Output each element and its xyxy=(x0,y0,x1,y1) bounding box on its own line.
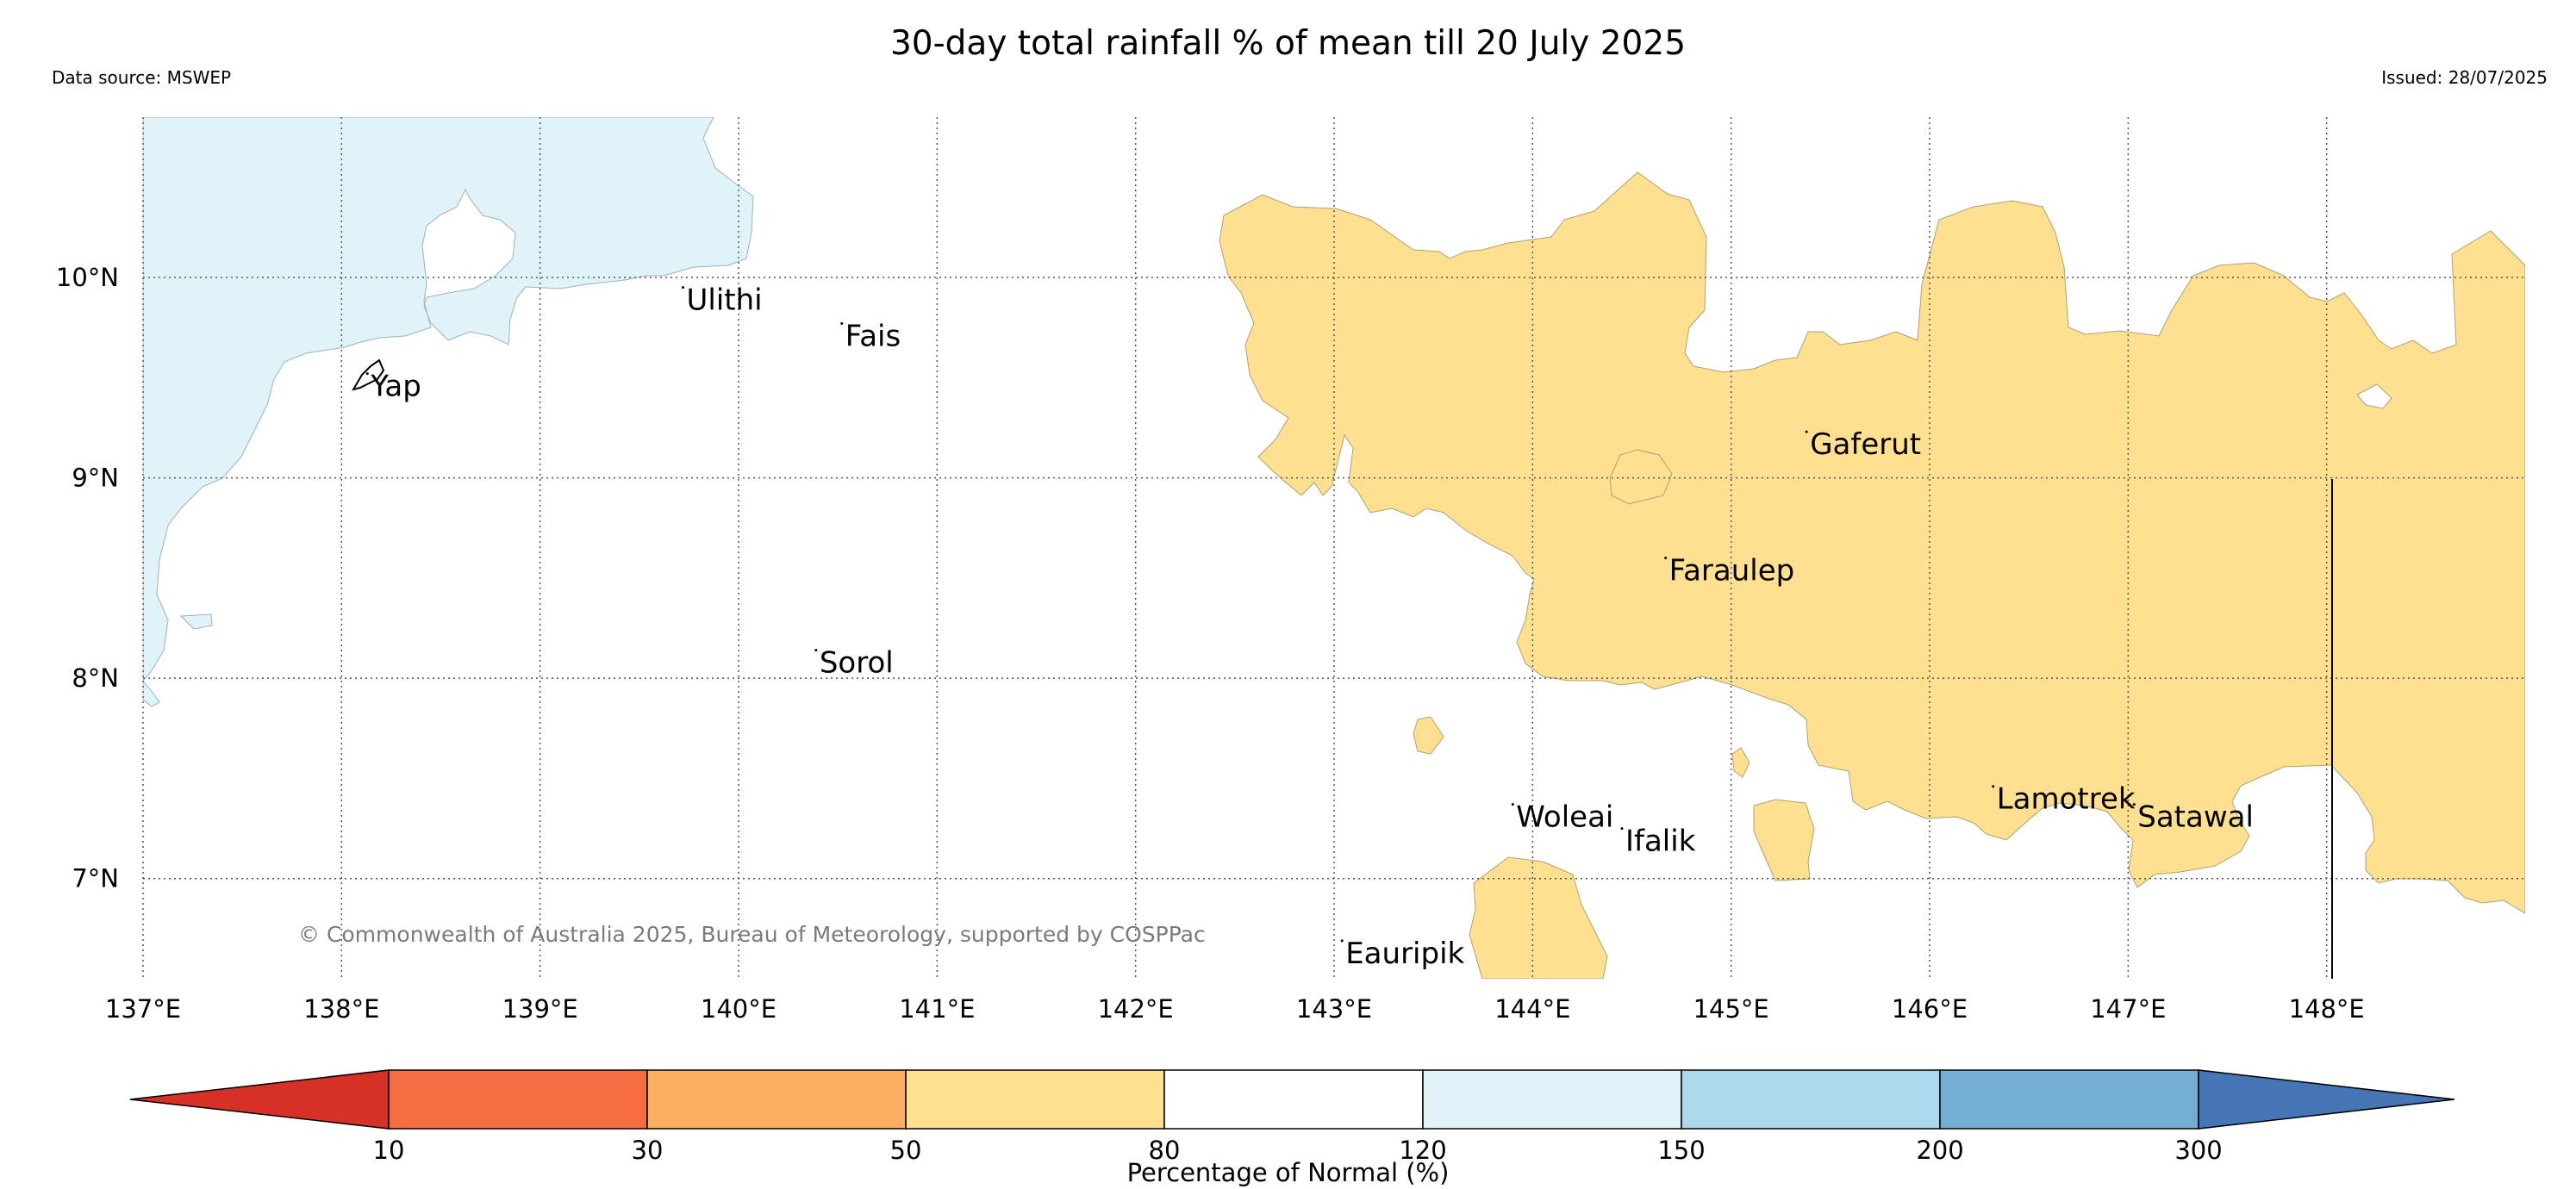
lon-tick-label: 140°E xyxy=(701,994,777,1024)
place-label: Faraulep xyxy=(1669,554,1795,588)
place-label: Ifalik xyxy=(1625,825,1696,859)
place-marker xyxy=(1620,827,1624,831)
place-label: Woleai xyxy=(1516,800,1613,835)
below-normal-patch xyxy=(1413,716,1444,755)
place-marker xyxy=(1511,803,1514,806)
colorbar-tick-label: 120 xyxy=(1399,1136,1446,1165)
place-marker xyxy=(814,649,818,652)
lat-tick-label: 10°N xyxy=(56,263,119,292)
below-normal-patch xyxy=(2356,383,2392,409)
above-normal-patch xyxy=(179,613,213,630)
colorbar-tick-label: 30 xyxy=(632,1136,664,1165)
colorbar-tick-label: 150 xyxy=(1657,1136,1705,1165)
colorbar-tick-label: 200 xyxy=(1916,1136,1963,1165)
lon-tick-label: 141°E xyxy=(899,994,975,1024)
copyright-notice: © Commonwealth of Australia 2025, Bureau… xyxy=(298,922,1206,947)
lon-tick-label: 144°E xyxy=(1494,994,1570,1024)
lat-tick-label: 9°N xyxy=(72,464,119,493)
colorbar-segment xyxy=(388,1069,648,1130)
above-normal-region xyxy=(143,117,754,682)
place-labels: Ulithi Fais Yap Gaferut Faraulep Sorol Woleai I… xyxy=(365,283,2254,971)
lon-tick-label: 143°E xyxy=(1296,994,1372,1024)
axis-labels: 137°E 138°E 139°E 140°E 141°E 142°E 143°E 144°E… xyxy=(56,263,2365,1024)
colorbar-segment xyxy=(1422,1069,1682,1130)
place-marker xyxy=(1664,557,1668,560)
colorbar-segment xyxy=(646,1069,907,1130)
below-normal-patch xyxy=(1469,856,1608,979)
above-normal-patch xyxy=(143,680,160,707)
colorbar-segment xyxy=(1681,1069,1941,1130)
colorbar-segment xyxy=(1939,1069,2199,1130)
lon-tick-label: 148°E xyxy=(2289,994,2365,1024)
place-label: Sorol xyxy=(820,646,894,681)
lon-tick-label: 137°E xyxy=(105,994,181,1024)
lon-tick-label: 139°E xyxy=(502,994,578,1024)
data-source-label: Data source: MSWEP xyxy=(52,67,232,88)
place-marker xyxy=(1805,430,1808,433)
place-label: Eauripik xyxy=(1345,937,1464,971)
lon-tick-label: 145°E xyxy=(1693,994,1769,1024)
graticule xyxy=(142,117,2525,979)
place-label: Fais xyxy=(845,320,901,354)
colorbar-tick-label: 80 xyxy=(1149,1136,1181,1165)
colorbar-tick-label: 300 xyxy=(2174,1136,2222,1165)
colorbar-extend-low xyxy=(129,1069,390,1130)
place-marker xyxy=(840,322,844,326)
colorbar-tick-label: 50 xyxy=(890,1136,922,1165)
place-marker xyxy=(2132,803,2136,806)
lon-tick-label: 147°E xyxy=(2090,994,2166,1024)
place-label: Yap xyxy=(370,370,421,404)
lon-tick-label: 146°E xyxy=(1892,994,1968,1024)
below-normal-patch xyxy=(1753,799,1815,881)
lon-tick-label: 138°E xyxy=(303,994,379,1024)
yap-island xyxy=(351,358,385,391)
issued-date-label: Issued: 28/07/2025 xyxy=(2381,67,2548,88)
place-marker xyxy=(1340,939,1344,943)
below-normal-region xyxy=(1219,171,2525,914)
below-normal-patch xyxy=(1731,747,1750,778)
colorbar-segment xyxy=(905,1069,1165,1130)
colorbar-segment xyxy=(1163,1069,1424,1130)
lat-tick-label: 7°N xyxy=(72,864,119,893)
lon-tick-label: 142°E xyxy=(1098,994,1174,1024)
place-marker xyxy=(1992,785,1995,788)
place-label: Ulithi xyxy=(687,283,763,318)
place-label: Satawal xyxy=(2137,800,2254,835)
map-frame xyxy=(143,117,2525,979)
colorbar-tick-label: 10 xyxy=(373,1136,405,1165)
place-marker xyxy=(365,372,369,376)
place-label: Gaferut xyxy=(1810,427,1921,462)
lat-tick-label: 8°N xyxy=(72,663,119,693)
map-title: 30-day total rainfall % of mean till 20 … xyxy=(889,24,1687,63)
place-label: Lamotrek xyxy=(1997,782,2136,817)
place-marker xyxy=(682,286,685,289)
colorbar-extend-high xyxy=(2198,1069,2455,1130)
colorbar-title: Percentage of Normal (%) xyxy=(1126,1158,1450,1187)
